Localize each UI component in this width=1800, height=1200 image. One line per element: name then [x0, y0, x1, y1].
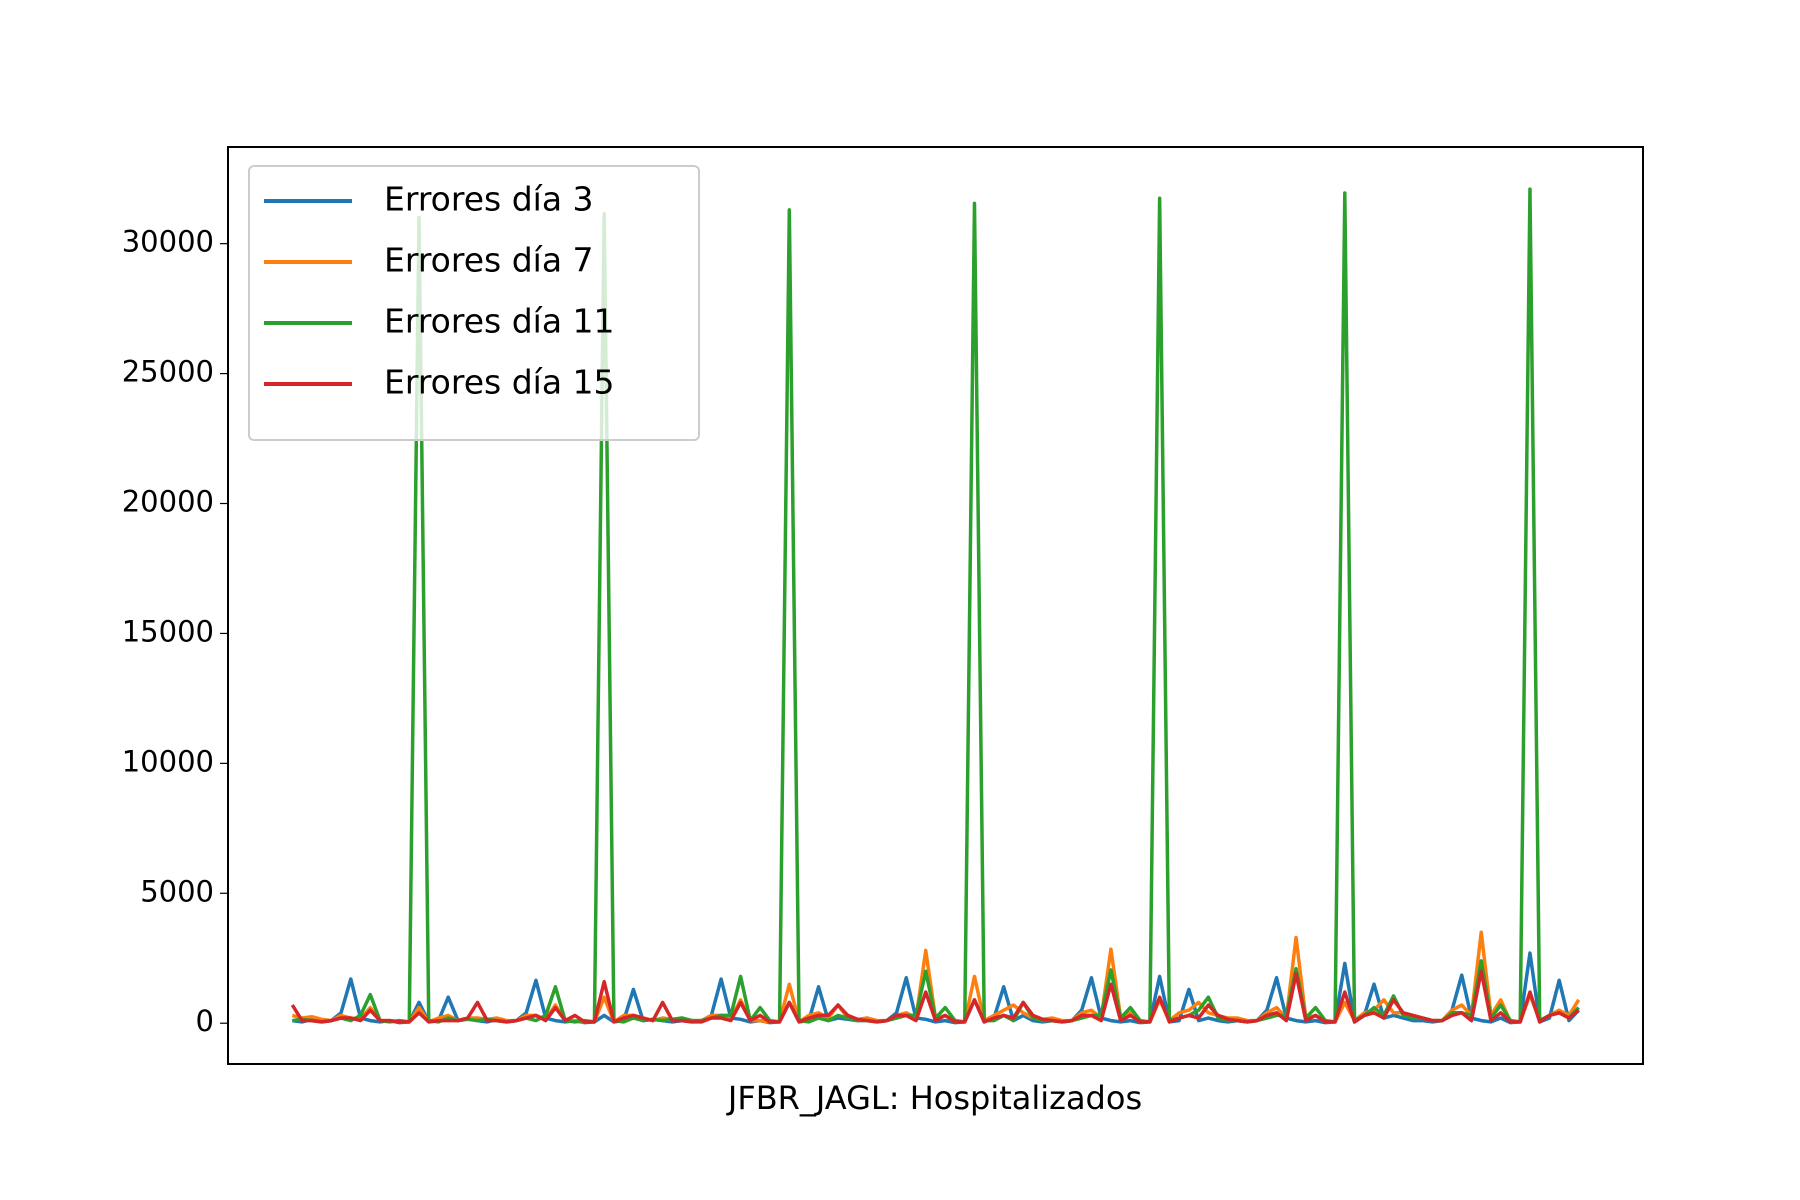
y-tick-label: 0: [196, 1004, 214, 1038]
series-line: [290, 969, 1580, 1024]
y-tick-label: 20000: [122, 485, 214, 519]
legend-label: Errores día 15: [384, 363, 615, 402]
y-tick-label: 30000: [122, 225, 214, 259]
plot-frame: [227, 146, 1644, 1065]
x-axis-label: JFBR_JAGL: Hospitalizados: [726, 1079, 1142, 1117]
y-tick-label: 15000: [122, 614, 214, 648]
legend-frame: [248, 165, 700, 441]
y-tick-label: 25000: [122, 355, 214, 389]
y-tick-label: 10000: [122, 744, 214, 778]
legend: Errores día 3 Errores día 7 Errores día 11…: [248, 165, 700, 441]
legend-label: Errores día 7: [384, 241, 594, 280]
y-tick-label: 5000: [140, 874, 214, 908]
legend-label: Errores día 3: [384, 180, 594, 219]
legend-label: Errores día 11: [384, 302, 615, 341]
